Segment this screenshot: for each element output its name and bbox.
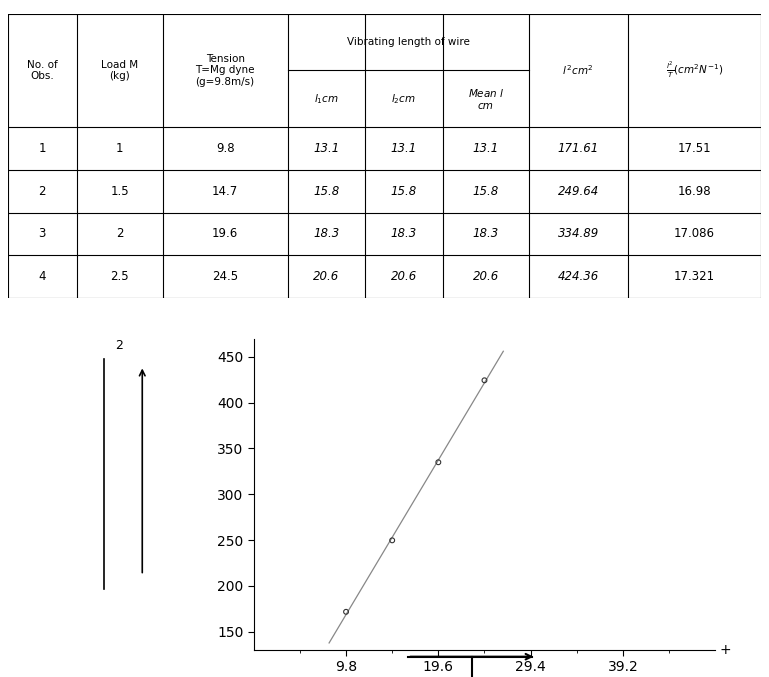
Text: 14.7: 14.7	[212, 185, 238, 198]
Point	[386, 535, 398, 546]
Point	[340, 607, 352, 617]
Text: 4: 4	[38, 270, 46, 283]
Text: 17.086: 17.086	[674, 227, 715, 240]
Text: 15.8: 15.8	[473, 185, 499, 198]
Text: Load M
(kg): Load M (kg)	[101, 60, 138, 81]
Text: 3: 3	[38, 227, 46, 240]
Point	[432, 457, 444, 468]
Text: 2: 2	[116, 227, 123, 240]
Text: 2: 2	[38, 185, 46, 198]
Text: 16.98: 16.98	[677, 185, 711, 198]
Text: $l_1$cm: $l_1$cm	[314, 92, 339, 106]
Text: 13.1: 13.1	[391, 142, 417, 155]
Text: 424.36: 424.36	[558, 270, 599, 283]
Text: 249.64: 249.64	[558, 185, 599, 198]
Text: 2: 2	[115, 339, 123, 352]
Text: 171.61: 171.61	[558, 142, 599, 155]
Text: 2.5: 2.5	[110, 270, 129, 283]
Text: 15.8: 15.8	[391, 185, 417, 198]
Text: 18.3: 18.3	[473, 227, 499, 240]
Text: 9.8: 9.8	[216, 142, 235, 155]
Text: $l\,^2cm^2$: $l\,^2cm^2$	[562, 64, 594, 77]
Text: 1: 1	[38, 142, 46, 155]
Text: $\frac{l^2}{T}(cm^2 N^{-1})$: $\frac{l^2}{T}(cm^2 N^{-1})$	[666, 60, 723, 81]
Text: No. of
Obs.: No. of Obs.	[27, 60, 58, 81]
Point	[478, 375, 491, 386]
Text: 17.321: 17.321	[674, 270, 715, 283]
Text: 20.6: 20.6	[391, 270, 417, 283]
Text: 20.6: 20.6	[313, 270, 339, 283]
Text: +: +	[720, 643, 731, 657]
Text: 13.1: 13.1	[313, 142, 339, 155]
Text: Mean $l$
cm: Mean $l$ cm	[468, 87, 504, 110]
Text: 334.89: 334.89	[558, 227, 599, 240]
Text: 20.6: 20.6	[473, 270, 499, 283]
Text: 19.6: 19.6	[212, 227, 238, 240]
Text: 1.5: 1.5	[110, 185, 129, 198]
Text: 24.5: 24.5	[212, 270, 238, 283]
Text: Vibrating length of wire: Vibrating length of wire	[347, 37, 470, 47]
Text: Tension
T=Mg dyne
(g=9.8m/s): Tension T=Mg dyne (g=9.8m/s)	[195, 53, 255, 87]
Text: 1: 1	[116, 142, 123, 155]
Text: 18.3: 18.3	[391, 227, 417, 240]
Text: $l_2$cm: $l_2$cm	[391, 92, 416, 106]
Text: 17.51: 17.51	[677, 142, 711, 155]
Text: 15.8: 15.8	[313, 185, 339, 198]
Text: 18.3: 18.3	[313, 227, 339, 240]
Text: 13.1: 13.1	[473, 142, 499, 155]
